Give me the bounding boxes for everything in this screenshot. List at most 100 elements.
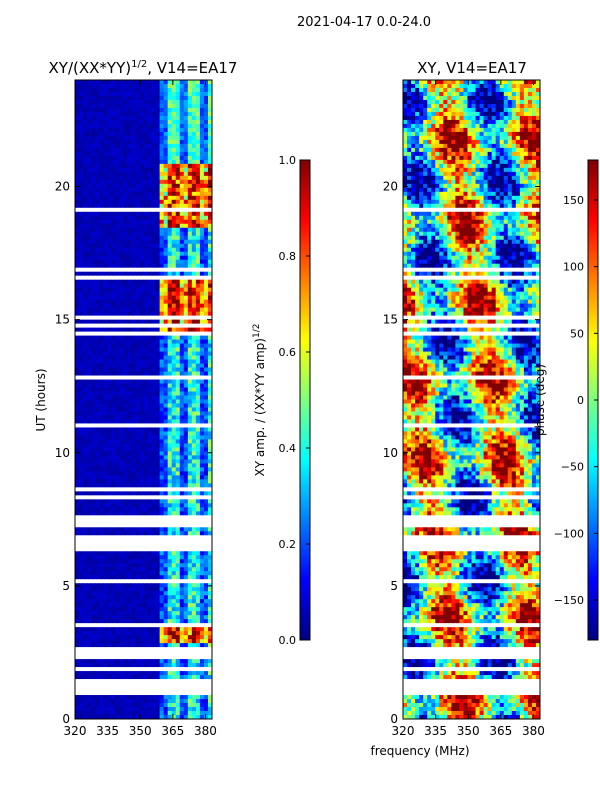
heatmap-cell xyxy=(175,631,181,636)
heatmap-cell xyxy=(127,291,132,297)
heatmap-cell xyxy=(139,215,144,221)
heatmap-cell xyxy=(183,483,189,488)
heatmap-cell xyxy=(127,435,132,440)
heatmap-cell xyxy=(179,139,185,145)
heatmap-cell xyxy=(111,307,116,313)
heatmap-cell xyxy=(163,403,169,408)
heatmap-cell xyxy=(187,87,193,93)
heatmap-cell xyxy=(127,591,132,596)
heatmap-cell xyxy=(199,287,205,293)
heatmap-cell xyxy=(163,339,169,344)
heatmap-cell xyxy=(99,223,104,229)
heatmap-cell xyxy=(183,387,189,392)
heatmap-cell xyxy=(127,567,132,572)
heatmap-cell xyxy=(75,207,80,213)
heatmap-cell xyxy=(111,299,116,305)
heatmap-cell xyxy=(147,103,152,109)
heatmap-cell xyxy=(155,119,161,125)
heatmap-cell xyxy=(187,527,193,532)
heatmap-cell xyxy=(187,279,193,285)
heatmap-cell xyxy=(179,323,185,329)
heatmap-cell xyxy=(159,563,165,568)
heatmap-cell xyxy=(79,80,84,85)
heatmap-cell xyxy=(143,259,148,265)
heatmap-cell xyxy=(163,475,169,480)
heatmap-cell xyxy=(207,479,213,484)
heatmap-cell xyxy=(115,259,120,265)
heatmap-cell xyxy=(171,119,177,125)
heatmap-cell xyxy=(203,95,209,101)
heatmap-cell xyxy=(155,163,161,169)
heatmap-cell xyxy=(91,259,96,265)
heatmap-cell xyxy=(123,643,128,648)
heatmap-cell xyxy=(139,295,144,301)
heatmap-cell xyxy=(203,427,209,432)
heatmap-cell xyxy=(187,659,193,664)
heatmap-cell xyxy=(191,399,197,404)
heatmap-cell xyxy=(175,331,181,336)
heatmap-cell xyxy=(199,363,205,368)
heatmap-cell xyxy=(131,435,136,440)
heatmap-cell xyxy=(115,635,120,640)
heatmap-cell xyxy=(119,123,124,129)
heatmap-cell xyxy=(155,483,161,488)
heatmap-cell xyxy=(171,111,177,117)
heatmap-cell xyxy=(139,399,144,404)
heatmap-cell xyxy=(127,495,132,500)
heatmap-cell xyxy=(87,391,92,396)
heatmap-cell xyxy=(91,351,96,356)
heatmap-cell xyxy=(143,647,148,652)
heatmap-cell xyxy=(159,207,165,213)
heatmap-cell xyxy=(179,643,185,648)
heatmap-cell xyxy=(75,299,80,305)
heatmap-cell xyxy=(179,615,185,620)
heatmap-cell xyxy=(139,211,144,217)
heatmap-cell xyxy=(187,531,193,536)
heatmap-cell xyxy=(135,579,140,584)
heatmap-cell xyxy=(183,351,189,356)
heatmap-cell xyxy=(175,323,181,329)
heatmap-cell xyxy=(171,635,177,640)
heatmap-cell xyxy=(163,395,169,400)
heatmap-cell xyxy=(127,167,132,173)
heatmap-cell xyxy=(99,611,104,616)
heatmap-cell xyxy=(127,207,132,213)
heatmap-cell xyxy=(87,243,92,249)
heatmap-cell xyxy=(75,359,80,364)
heatmap-cell xyxy=(107,259,112,265)
heatmap-cell xyxy=(119,223,124,229)
heatmap-cell xyxy=(143,415,148,420)
heatmap-cell xyxy=(107,467,112,472)
heatmap-cell xyxy=(167,80,173,85)
heatmap-cell xyxy=(75,235,80,241)
heatmap-cell xyxy=(199,271,205,277)
heatmap-cell xyxy=(199,175,205,181)
heatmap-cell xyxy=(147,147,152,153)
heatmap-cell xyxy=(207,207,213,213)
heatmap-cell xyxy=(127,543,132,548)
heatmap-cell xyxy=(167,603,173,608)
heatmap-cell xyxy=(95,507,100,512)
heatmap-cell xyxy=(135,211,140,217)
heatmap-cell xyxy=(175,515,181,520)
heatmap-cell xyxy=(135,123,140,129)
heatmap-cell xyxy=(167,399,173,404)
heatmap-cell xyxy=(135,271,140,277)
heatmap-cell xyxy=(119,523,124,528)
heatmap-cell xyxy=(87,603,92,608)
heatmap-cell xyxy=(119,475,124,480)
heatmap-cell xyxy=(175,627,181,632)
heatmap-cell xyxy=(199,115,205,121)
heatmap-cell xyxy=(195,187,201,193)
heatmap-cell xyxy=(147,119,152,125)
heatmap-cell xyxy=(135,171,140,177)
heatmap-cell xyxy=(87,535,92,540)
heatmap-cell xyxy=(115,459,120,464)
heatmap-cell xyxy=(131,555,136,560)
heatmap-cell xyxy=(119,367,124,372)
heatmap-cell xyxy=(75,291,80,297)
heatmap-cell xyxy=(135,547,140,552)
heatmap-cell xyxy=(207,135,213,141)
heatmap-cell xyxy=(103,119,108,125)
heatmap-cell xyxy=(107,427,112,432)
